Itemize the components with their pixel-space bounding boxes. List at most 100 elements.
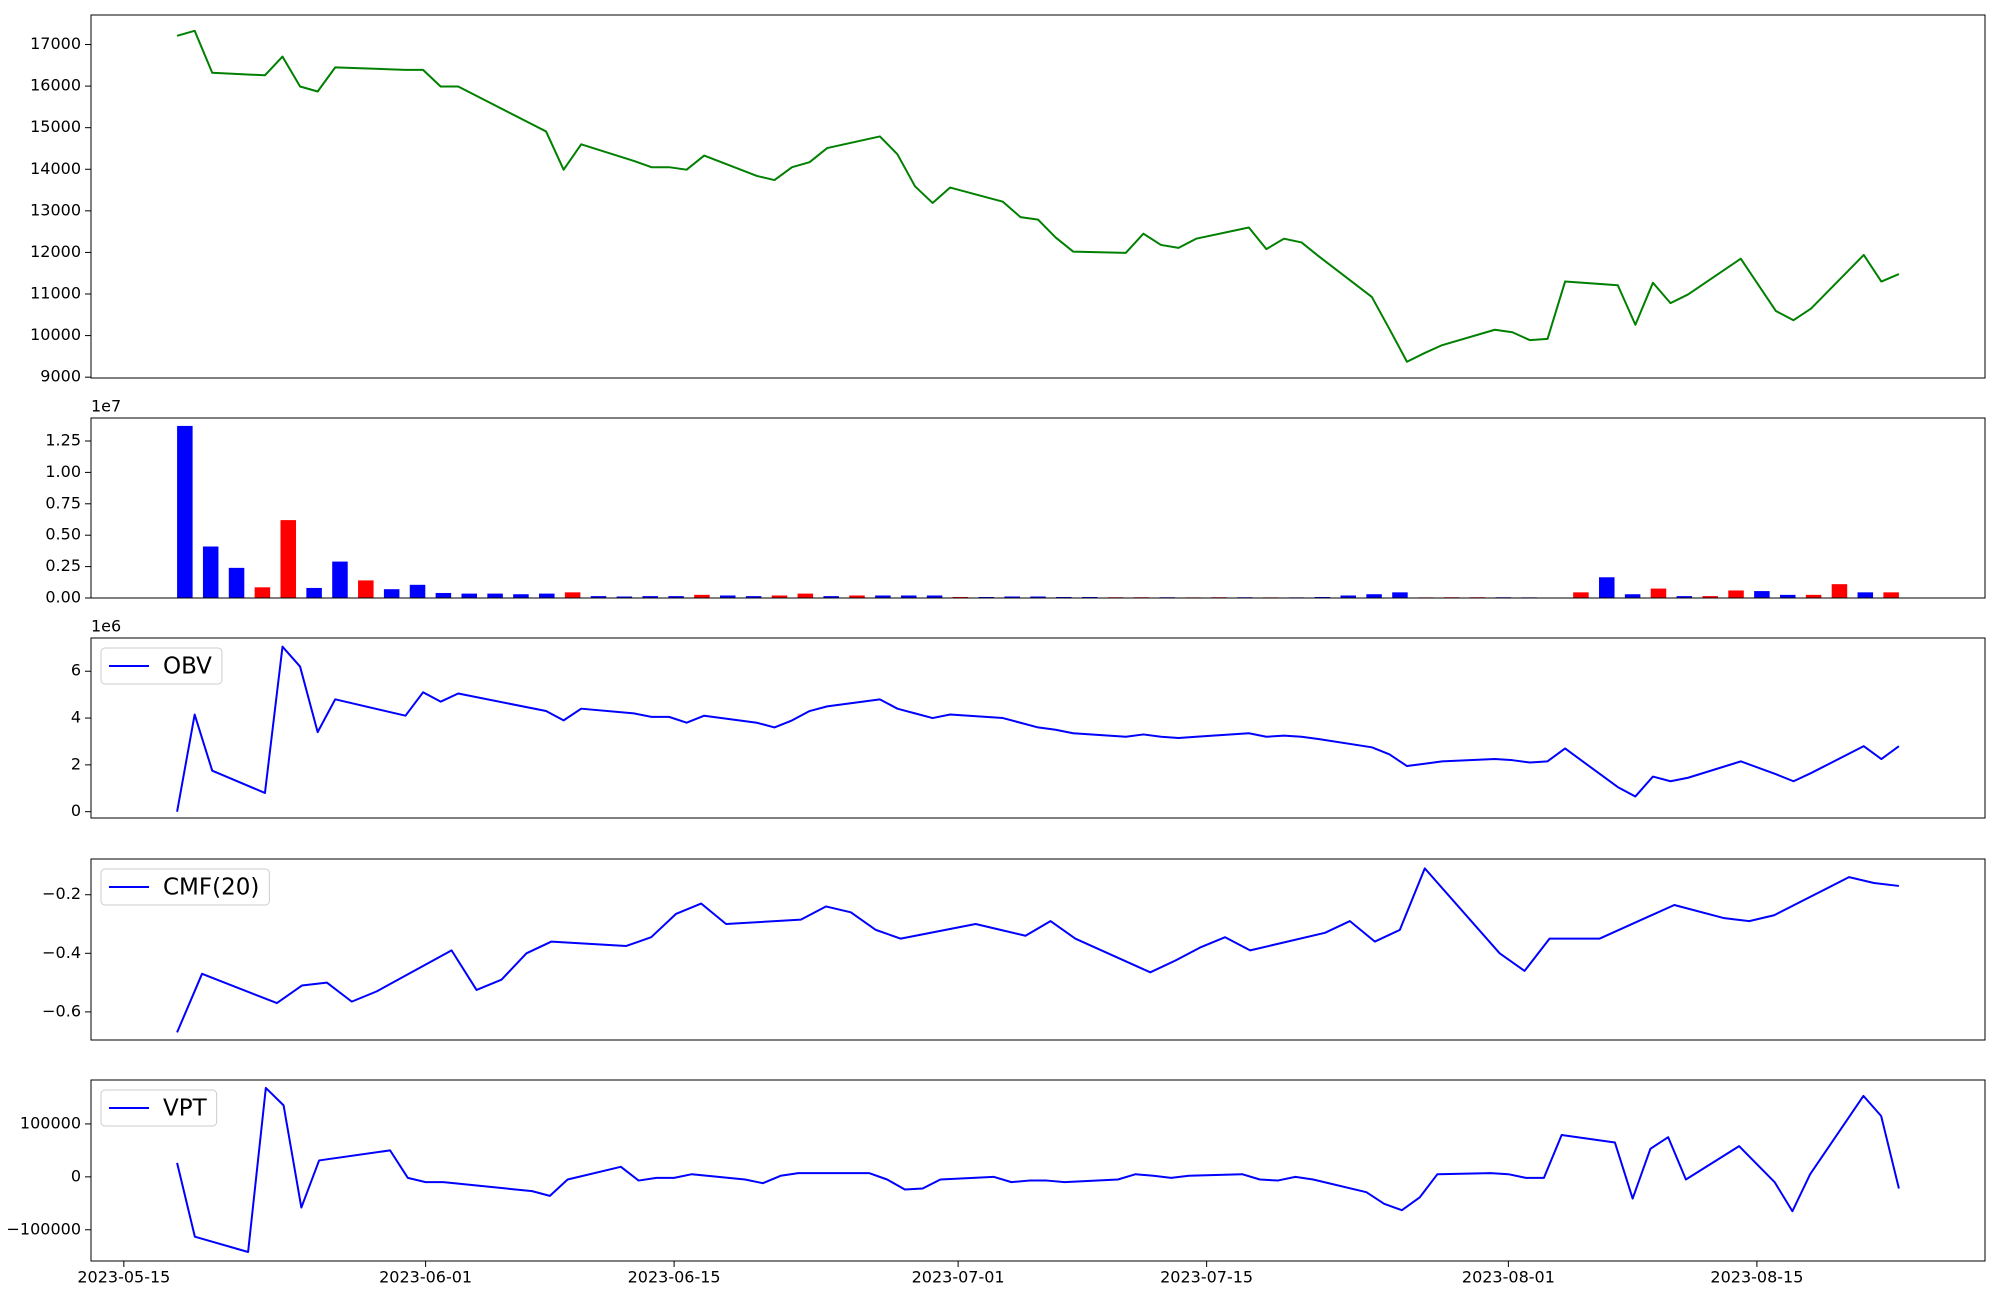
bar: [1599, 577, 1615, 598]
legend-label: CMF(20): [163, 875, 259, 901]
bar: [177, 425, 193, 598]
legend-box: [100, 647, 223, 685]
bar: [254, 587, 271, 598]
y-tick-label: 17000: [30, 34, 81, 53]
bar: [823, 596, 839, 598]
bar: [797, 593, 814, 598]
bar: [978, 596, 995, 598]
bar: [1573, 592, 1589, 598]
x-tick-label: 2023-07-15: [1160, 1268, 1253, 1287]
y-tick-label: −0.4: [42, 943, 81, 962]
bar: [1676, 596, 1693, 598]
bar: [668, 596, 684, 598]
y-tick-label: 13000: [30, 200, 81, 219]
bar: [1754, 591, 1770, 598]
bar: [1805, 594, 1822, 598]
offset-text: 1e7: [91, 397, 121, 416]
y-tick-label: 1.00: [45, 462, 81, 481]
line-series: [176, 867, 1900, 1033]
line-series: [176, 1086, 1900, 1253]
bar: [616, 596, 633, 598]
y-tick-label: 11000: [30, 284, 81, 303]
bar: [358, 580, 374, 598]
y-tick-label: 0.75: [45, 493, 81, 512]
axes-frame: [90, 637, 1986, 819]
bar: [849, 595, 865, 598]
bar: [332, 561, 348, 598]
bar: [1392, 592, 1408, 598]
bar: [383, 589, 400, 598]
bar: [1340, 595, 1356, 598]
bar: [1004, 596, 1020, 598]
x-tick-label: 2023-06-15: [628, 1268, 721, 1287]
bar: [900, 595, 917, 598]
legend: OBV: [100, 647, 223, 685]
bar: [1702, 596, 1718, 598]
bar: [1779, 594, 1796, 598]
legend-box: [100, 868, 270, 906]
bar: [642, 596, 658, 598]
bar: [1056, 596, 1072, 598]
bar: [1624, 594, 1641, 598]
legend-label: OBV: [163, 654, 212, 680]
y-tick-label: 10000: [30, 325, 81, 344]
axes-frame: [90, 14, 1986, 379]
legend: CMF(20): [100, 868, 270, 906]
bar: [926, 595, 943, 598]
y-tick-label: 0: [71, 801, 81, 820]
axes-frame: [90, 858, 1986, 1041]
y-tick-label: 6: [71, 661, 81, 680]
y-tick-label: 0.25: [45, 556, 81, 575]
bar: [487, 593, 503, 598]
bar: [564, 592, 581, 598]
bar: [1883, 592, 1899, 598]
x-tick-label: 2023-08-01: [1462, 1268, 1555, 1287]
y-tick-label: 9000: [40, 367, 81, 386]
bar: [1314, 596, 1331, 598]
x-tick-label: 2023-08-15: [1710, 1268, 1803, 1287]
y-tick-label: −0.6: [42, 1001, 81, 1020]
y-tick-label: 12000: [30, 242, 81, 261]
y-tick-label: 100000: [20, 1113, 81, 1132]
y-tick-label: 16000: [30, 76, 81, 95]
y-tick-label: 15000: [30, 117, 81, 136]
bar: [590, 596, 607, 598]
line-series: [176, 645, 1900, 812]
bar: [435, 592, 452, 598]
bar: [694, 594, 710, 598]
legend-label: VPT: [163, 1096, 208, 1122]
x-tick-label: 2023-06-01: [379, 1268, 472, 1287]
bar: [513, 594, 529, 598]
axes-frame: [90, 1079, 1986, 1262]
bar: [280, 520, 297, 598]
line-series: [176, 29, 1900, 363]
y-tick-label: 14000: [30, 159, 81, 178]
bar: [1650, 588, 1667, 598]
y-tick-label: 0.00: [45, 588, 81, 607]
offset-text: 1e6: [91, 617, 121, 636]
y-tick-label: −0.2: [42, 884, 81, 903]
y-tick-label: 4: [71, 708, 81, 727]
legend: VPT: [100, 1089, 218, 1127]
bar: [228, 567, 245, 598]
y-tick-label: 2: [71, 754, 81, 773]
y-tick-label: 0: [71, 1166, 81, 1185]
bar: [306, 587, 322, 598]
y-tick-label: 0.50: [45, 525, 81, 544]
legend-box: [100, 1089, 218, 1127]
bar: [952, 596, 969, 598]
bar: [1030, 596, 1046, 598]
bar: [1728, 590, 1744, 598]
bar: [771, 595, 788, 598]
bar: [1857, 592, 1874, 598]
bar: [1831, 584, 1848, 598]
bar: [202, 546, 219, 598]
x-tick-label: 2023-05-15: [77, 1268, 170, 1287]
bar: [720, 595, 736, 598]
bar: [745, 596, 762, 598]
bar: [1081, 596, 1098, 598]
bar: [409, 584, 426, 598]
bar: [1366, 594, 1382, 598]
